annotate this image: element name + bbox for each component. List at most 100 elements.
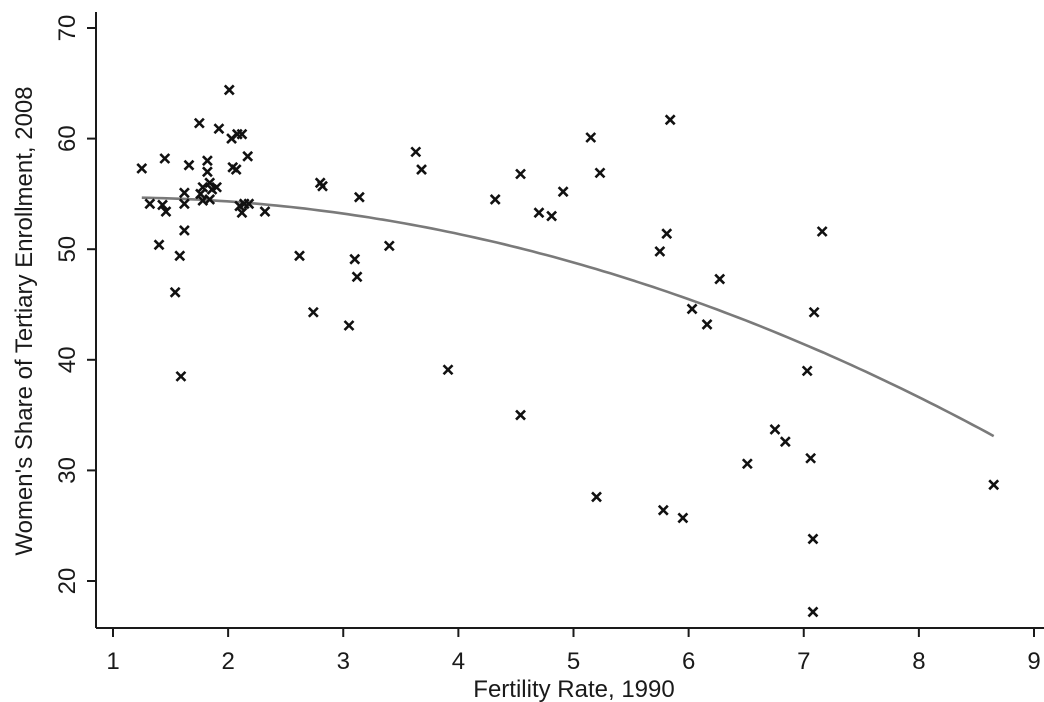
data-point-stroke [204, 194, 216, 205]
data-point-stroke [197, 195, 209, 206]
data-point-stroke [686, 303, 698, 315]
data-point [664, 114, 676, 126]
data-point [153, 239, 165, 251]
data-point-stroke [657, 504, 669, 516]
data-point-stroke [343, 320, 355, 331]
data-point-stroke [294, 250, 305, 262]
data-point-stroke [213, 123, 225, 135]
data-point-stroke [236, 207, 248, 219]
data-point [159, 153, 171, 164]
data-point [353, 191, 365, 203]
data-point [211, 181, 223, 193]
data-point [178, 224, 190, 236]
data-point-stroke [807, 606, 819, 618]
data-point [801, 365, 813, 377]
data-point-stroke [230, 164, 242, 175]
data-point [807, 606, 819, 618]
y-tick-label: 40 [54, 346, 81, 373]
data-point-stroke [741, 458, 753, 470]
data-point [546, 210, 558, 222]
data-point-stroke [169, 286, 181, 298]
y-tick-label: 30 [54, 457, 81, 484]
data-point-stroke [701, 318, 713, 330]
data-point-stroke [159, 153, 171, 164]
data-point [349, 253, 361, 265]
data-point [594, 167, 606, 179]
data-point-stroke [160, 206, 172, 218]
data-point [343, 320, 355, 331]
data-point [243, 198, 255, 210]
data-point-stroke [136, 163, 148, 174]
data-point-stroke [351, 271, 363, 283]
data-point [169, 286, 181, 298]
x-tick-label: 8 [912, 648, 925, 675]
data-point-stroke [410, 146, 422, 158]
data-point [816, 226, 828, 237]
data-point [657, 504, 669, 516]
data-point [242, 150, 254, 162]
data-point [236, 128, 248, 140]
data-point-stroke [178, 187, 190, 199]
data-point-stroke [585, 132, 597, 143]
data-point [807, 533, 819, 545]
x-axis-title: Fertility Rate, 1990 [473, 676, 674, 702]
data-point-stroke [144, 198, 156, 210]
data-point [988, 479, 1000, 491]
data-point [769, 424, 781, 435]
data-point-stroke [664, 114, 676, 126]
data-point [144, 198, 156, 210]
data-point-stroke [243, 198, 255, 210]
data-point [515, 168, 526, 180]
data-point [204, 194, 216, 205]
data-point-stroke [307, 306, 319, 318]
data-point-stroke [183, 159, 195, 171]
x-tick-label: 6 [682, 648, 695, 675]
data-point [741, 458, 753, 470]
data-point-stroke [353, 191, 365, 203]
data-point [175, 370, 187, 382]
data-point [183, 159, 195, 171]
y-axis-title: Women's Share of Tertiary Enrollment, 20… [11, 86, 38, 555]
data-point [201, 166, 213, 178]
data-point [442, 364, 454, 376]
data-point-stroke [236, 128, 248, 140]
data-point-stroke [174, 250, 186, 262]
data-point-stroke [769, 424, 781, 435]
data-point-stroke [816, 226, 828, 237]
data-points [136, 84, 1000, 618]
y-tick-label: 50 [54, 236, 81, 263]
x-tick-label: 7 [797, 648, 810, 675]
data-point [686, 303, 698, 315]
data-point-stroke [489, 194, 501, 205]
data-point [213, 123, 225, 135]
data-point [317, 180, 328, 192]
data-point-stroke [515, 168, 526, 180]
data-point-stroke [242, 150, 254, 162]
data-point [174, 250, 186, 262]
data-point-stroke [988, 479, 1000, 491]
data-point-stroke [157, 199, 168, 211]
data-point-stroke [317, 180, 328, 192]
data-point [383, 240, 395, 252]
data-point-stroke [442, 364, 454, 376]
data-point [201, 155, 213, 167]
x-axis-ticks: 1 2 3 4 5 6 7 8 9 [106, 628, 1041, 675]
data-point [677, 512, 689, 524]
data-point-stroke [259, 206, 271, 218]
data-point [591, 491, 602, 503]
data-point-stroke [178, 198, 190, 210]
x-tick-label: 1 [106, 648, 119, 675]
data-point [808, 306, 820, 318]
data-point-stroke [153, 239, 165, 251]
data-point-stroke [515, 409, 526, 421]
data-point-stroke [594, 167, 606, 179]
data-point-stroke [714, 273, 726, 285]
data-point-stroke [197, 181, 209, 193]
quadratic-fit-line [141, 196, 995, 438]
x-tick-label: 9 [1027, 648, 1040, 675]
data-point [779, 436, 791, 448]
data-point-stroke [193, 117, 205, 129]
data-point [193, 117, 205, 129]
data-point-stroke [808, 306, 820, 318]
